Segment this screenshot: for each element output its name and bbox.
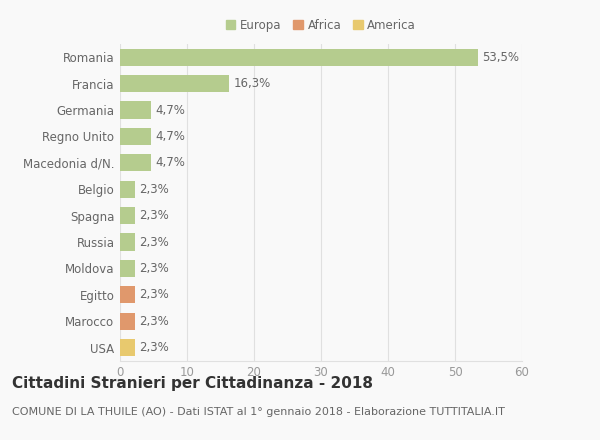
Text: 2,3%: 2,3% — [139, 341, 169, 354]
Bar — [120, 312, 136, 330]
Text: 4,7%: 4,7% — [155, 103, 185, 117]
Text: 53,5%: 53,5% — [482, 51, 520, 64]
Text: 16,3%: 16,3% — [233, 77, 271, 90]
Bar — [120, 260, 136, 277]
Bar — [120, 75, 229, 92]
Legend: Europa, Africa, America: Europa, Africa, America — [226, 19, 416, 32]
Text: 2,3%: 2,3% — [139, 183, 169, 196]
Text: Cittadini Stranieri per Cittadinanza - 2018: Cittadini Stranieri per Cittadinanza - 2… — [12, 376, 373, 391]
Text: COMUNE DI LA THUILE (AO) - Dati ISTAT al 1° gennaio 2018 - Elaborazione TUTTITAL: COMUNE DI LA THUILE (AO) - Dati ISTAT al… — [12, 407, 505, 417]
Bar — [120, 128, 151, 145]
Text: 2,3%: 2,3% — [139, 209, 169, 222]
Bar — [120, 339, 136, 356]
Bar — [120, 181, 136, 198]
Text: 2,3%: 2,3% — [139, 235, 169, 249]
Bar — [120, 48, 478, 66]
Bar — [120, 154, 151, 172]
Bar — [120, 233, 136, 251]
Text: 2,3%: 2,3% — [139, 288, 169, 301]
Text: 4,7%: 4,7% — [155, 130, 185, 143]
Text: 2,3%: 2,3% — [139, 315, 169, 328]
Text: 4,7%: 4,7% — [155, 156, 185, 169]
Bar — [120, 286, 136, 304]
Bar — [120, 101, 151, 118]
Text: 2,3%: 2,3% — [139, 262, 169, 275]
Bar — [120, 207, 136, 224]
